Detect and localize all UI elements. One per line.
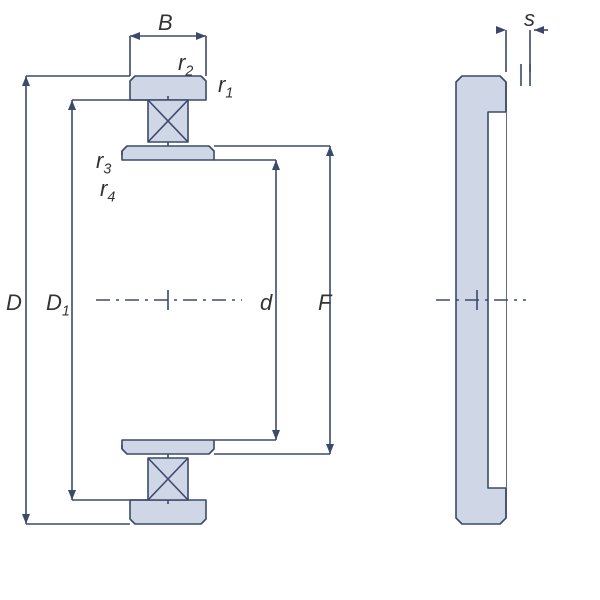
label-s: s	[524, 8, 535, 30]
label-d: d	[260, 292, 272, 314]
label-F: F	[318, 292, 331, 314]
label-r4: r4	[100, 178, 115, 205]
label-D: D	[6, 292, 22, 314]
label-r3: r3	[96, 150, 111, 177]
label-r1: r1	[218, 74, 233, 101]
label-B: B	[158, 12, 173, 34]
label-r2: r2	[178, 52, 193, 79]
bearing-diagram: D D1 d F Bs r1 r2 r3r4	[0, 0, 600, 600]
label-D1: D1	[46, 292, 70, 319]
